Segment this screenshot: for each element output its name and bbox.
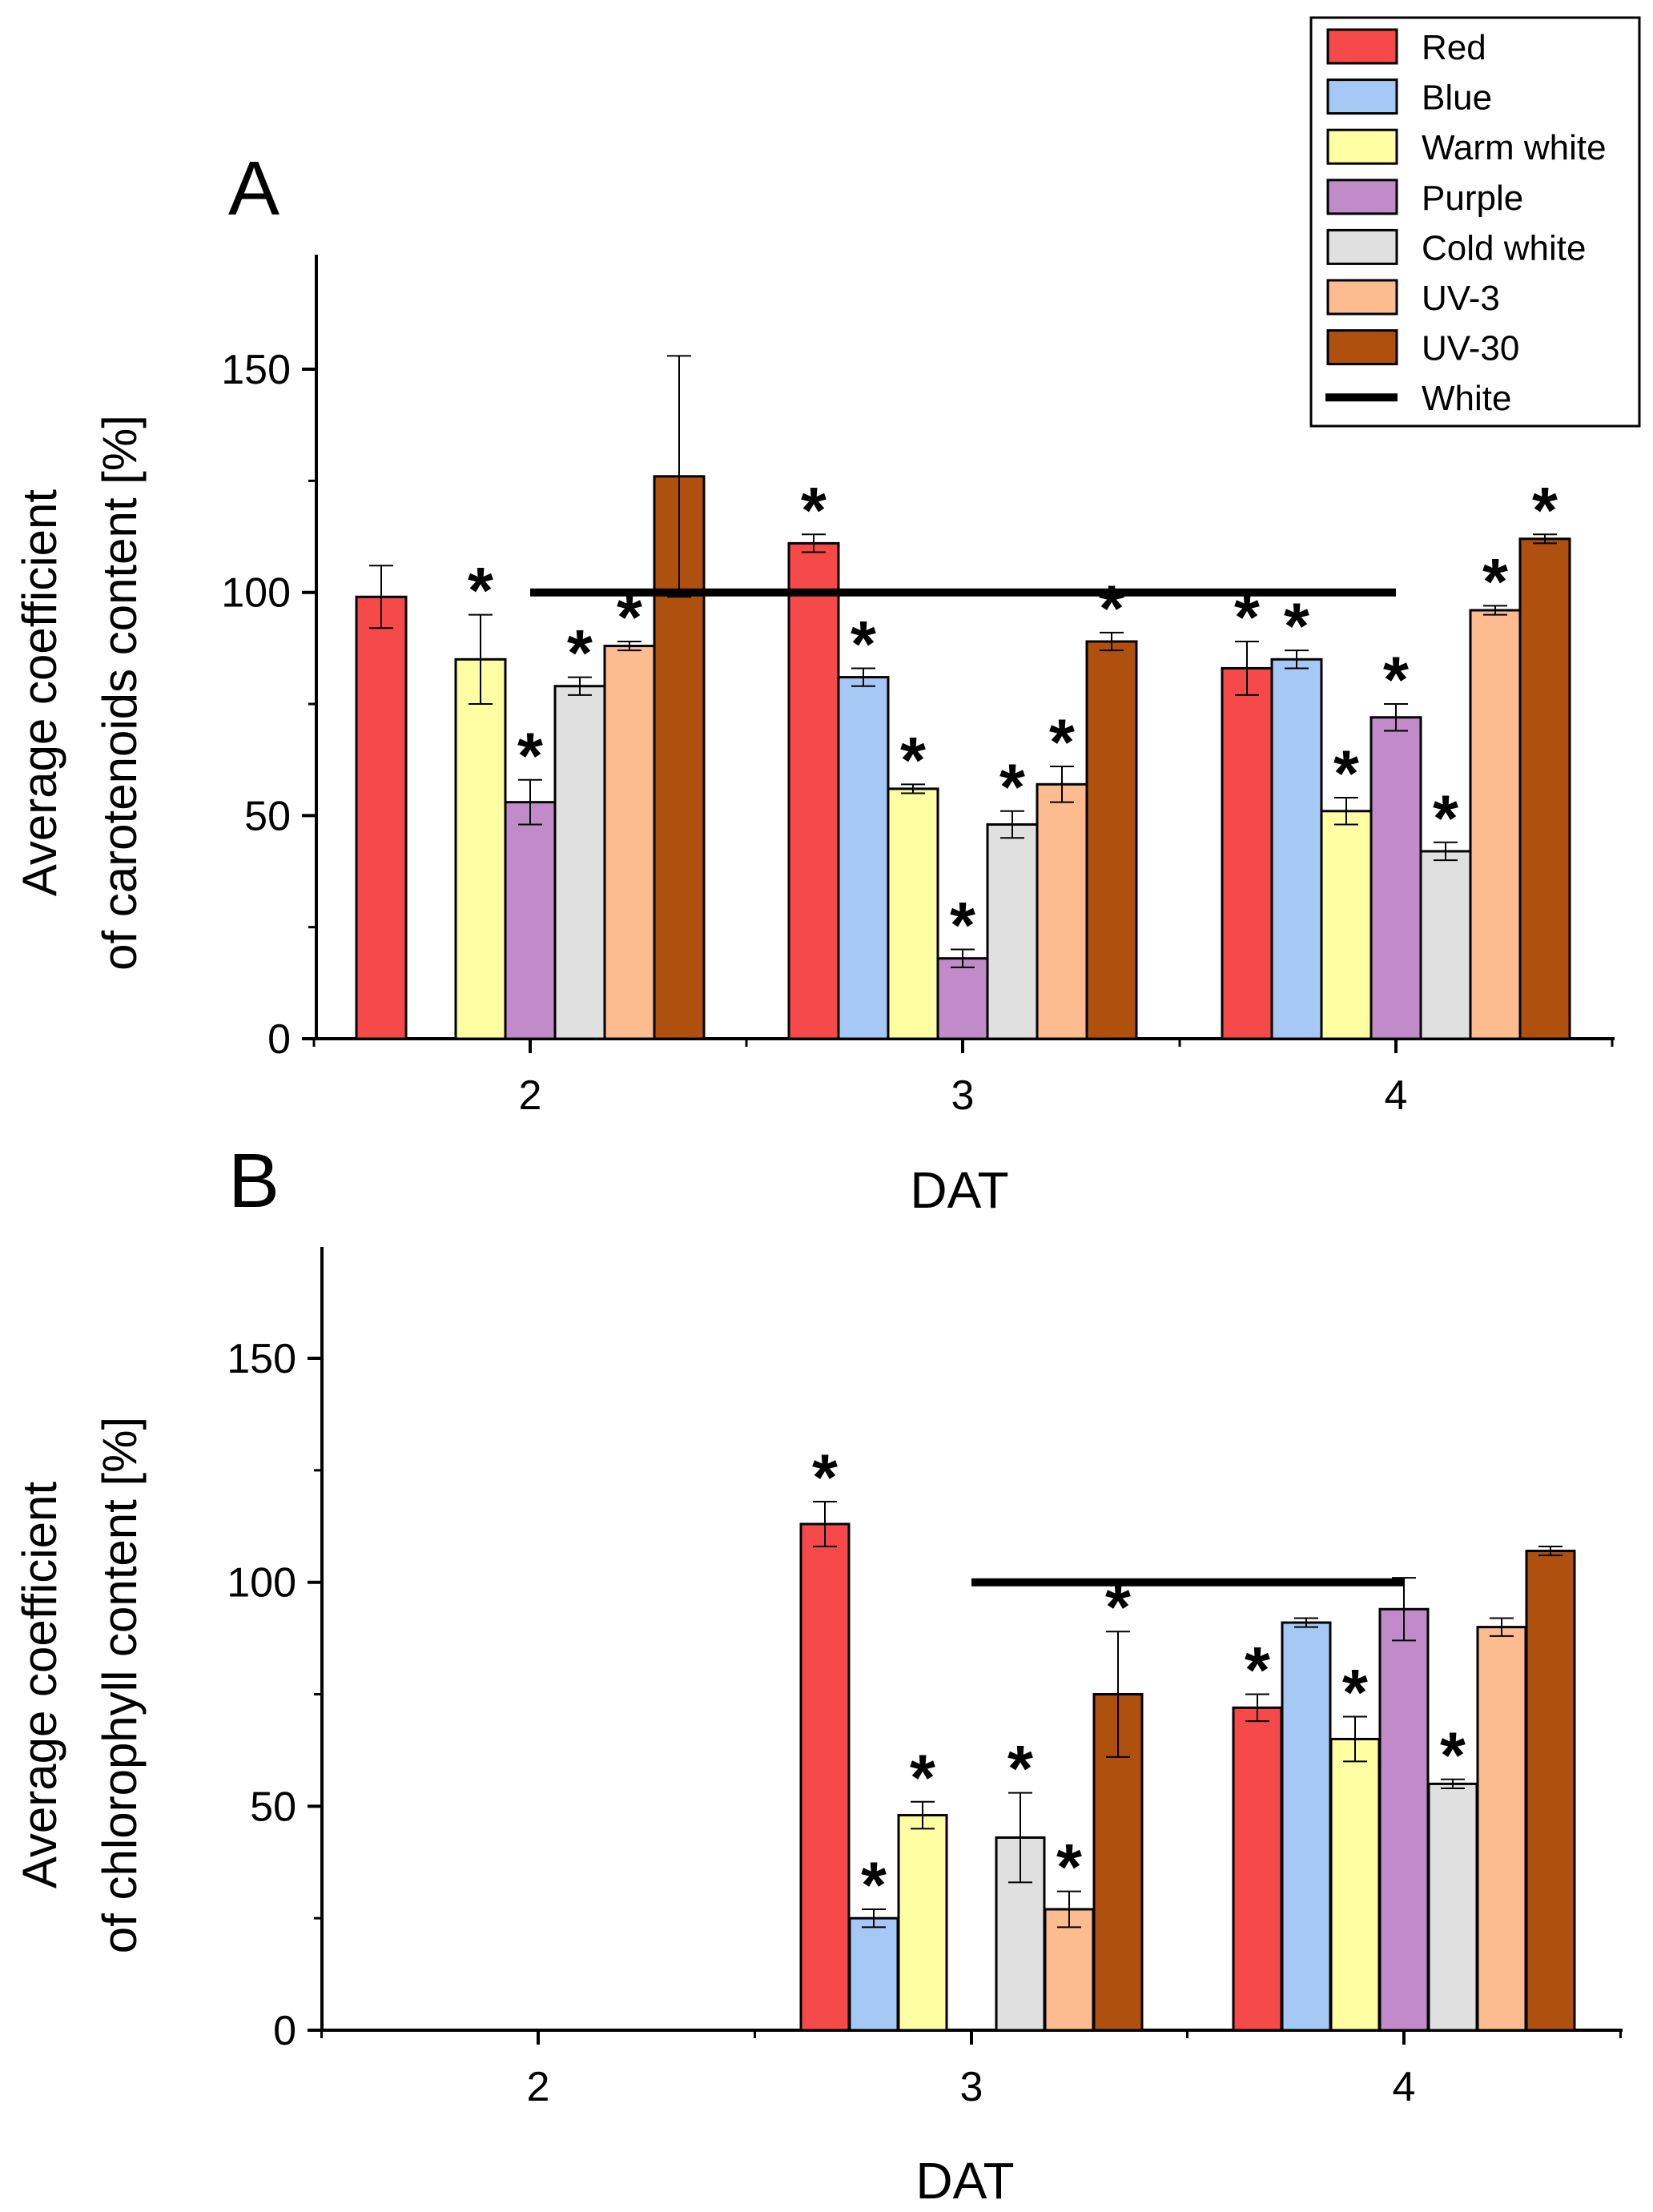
bar-p1-warm-white — [1320, 810, 1373, 1040]
significance-marker: * — [517, 720, 543, 793]
significance-marker: * — [1099, 573, 1124, 646]
significance-marker: * — [1532, 474, 1558, 547]
legend-label: UV-30 — [1422, 329, 1519, 368]
bar-p1-uv-30 — [1518, 537, 1571, 1040]
bar-p1-purple — [936, 957, 989, 1040]
y-tick-label: 0 — [267, 1016, 291, 1063]
x-tick-label: 2 — [519, 1072, 542, 1119]
bar-p1-uv-3 — [1036, 782, 1088, 1040]
bar-p2-cold-white — [1427, 1782, 1478, 2032]
legend-label: Purple — [1422, 179, 1523, 218]
y-axis-title-a-line2: of carotenoids content [%] — [93, 415, 147, 971]
y-tick-label: 50 — [250, 1784, 296, 1830]
bar-p2-blue — [848, 1916, 899, 2032]
significance-marker: * — [1433, 782, 1458, 855]
legend-swatch-purple — [1326, 179, 1398, 215]
legend-swatch-warm-white — [1326, 128, 1398, 165]
bar-p2-red — [1232, 1706, 1283, 2032]
bar-p1-uv-30 — [1085, 640, 1138, 1040]
significance-marker: * — [900, 724, 926, 797]
significance-marker: * — [861, 1849, 887, 1922]
legend-swatch-cold-white — [1326, 228, 1398, 265]
significance-marker: * — [567, 617, 593, 690]
bar-p1-red — [355, 595, 408, 1040]
bar-p2-warm-white — [1329, 1737, 1381, 2032]
significance-marker: * — [812, 1442, 838, 1514]
significance-marker: * — [1056, 1832, 1082, 1904]
bar-p1-purple — [1369, 716, 1422, 1040]
y-tick-label: 0 — [273, 2008, 296, 2054]
legend-label: Cold white — [1422, 228, 1586, 267]
bar-p1-red — [787, 541, 840, 1040]
significance-marker: * — [910, 1742, 935, 1815]
significance-marker: * — [1482, 545, 1508, 618]
panel-letter-a: A — [228, 146, 280, 231]
significance-marker: * — [801, 474, 826, 547]
bar-p1-warm-white — [887, 787, 939, 1040]
significance-marker: * — [851, 608, 876, 681]
x-axis-title-b: DAT — [915, 2152, 1014, 2210]
significance-marker: * — [1383, 644, 1409, 717]
bar-p1-uv-30 — [653, 475, 706, 1040]
panel-letter-b: B — [228, 1138, 280, 1224]
legend-label: Warm white — [1422, 128, 1607, 167]
bar-p2-red — [799, 1522, 851, 2032]
bar-p1-blue — [1270, 658, 1323, 1040]
y-axis-title-b-line1: Average coefficient — [13, 1482, 66, 1888]
legend-swatch-uv-30 — [1326, 329, 1398, 366]
significance-marker: * — [1007, 1733, 1033, 1806]
legend-label: UV-3 — [1422, 279, 1500, 318]
bar-p1-red — [1221, 666, 1273, 1040]
legend: Red Blue Warm white Purple Cold white UV-3 UV-… — [1309, 16, 1641, 428]
significance-marker: * — [999, 751, 1025, 824]
significance-marker: * — [468, 555, 493, 628]
significance-marker: * — [950, 890, 975, 963]
bar-p1-blue — [837, 676, 890, 1040]
significance-marker: * — [1342, 1656, 1368, 1729]
x-tick-label: 3 — [960, 2064, 983, 2110]
x-tick-label: 4 — [1393, 2064, 1416, 2110]
bar-p2-uv-3 — [1476, 1626, 1527, 2032]
x-tick-label: 4 — [1385, 1072, 1408, 1119]
y-tick-label: 100 — [227, 1560, 296, 1607]
y-axis-title-a-line1: Average coefficient — [13, 489, 66, 896]
bar-p1-cold-white — [1419, 850, 1472, 1040]
legend-swatch-red — [1326, 28, 1398, 65]
bar-p1-purple — [504, 801, 557, 1040]
legend-label: Blue — [1422, 78, 1492, 118]
bar-p2-blue — [1281, 1621, 1332, 2032]
x-axis-title-a: DAT — [910, 1161, 1008, 1219]
x-tick-label: 2 — [527, 2064, 550, 2110]
legend-swatch-uv-3 — [1326, 279, 1398, 316]
bar-p2-purple — [1378, 1607, 1430, 2032]
significance-marker: * — [1333, 738, 1359, 810]
bar-p2-warm-white — [897, 1814, 948, 2032]
x-tick-label: 3 — [951, 1072, 975, 1119]
bar-p2-uv-30 — [1525, 1550, 1576, 2032]
y-tick-label: 100 — [221, 570, 291, 617]
significance-marker: * — [1284, 590, 1309, 663]
bar-p1-cold-white — [553, 685, 606, 1040]
y-tick-label: 50 — [244, 793, 291, 839]
significance-marker: * — [1245, 1635, 1270, 1707]
bar-p1-uv-3 — [1469, 609, 1522, 1040]
legend-label: White — [1422, 379, 1511, 418]
bar-p1-warm-white — [454, 658, 507, 1040]
significance-marker: * — [1440, 1719, 1466, 1792]
y-axis-title-b-line2: of chlorophyll content [%] — [93, 1417, 147, 1953]
bar-p1-uv-3 — [603, 645, 656, 1040]
significance-marker: * — [1049, 706, 1075, 779]
y-tick-label: 150 — [227, 1336, 296, 1382]
legend-label: Red — [1422, 28, 1486, 67]
y-tick-label: 150 — [221, 347, 291, 393]
bar-p1-cold-white — [986, 822, 1039, 1040]
chart-panel-a: A Average coefficient of carotenoids con… — [13, 146, 1615, 1219]
legend-swatch-blue — [1326, 78, 1398, 115]
chart-panel-b: B Average coefficient of chlorophyll con… — [13, 1138, 1623, 2210]
